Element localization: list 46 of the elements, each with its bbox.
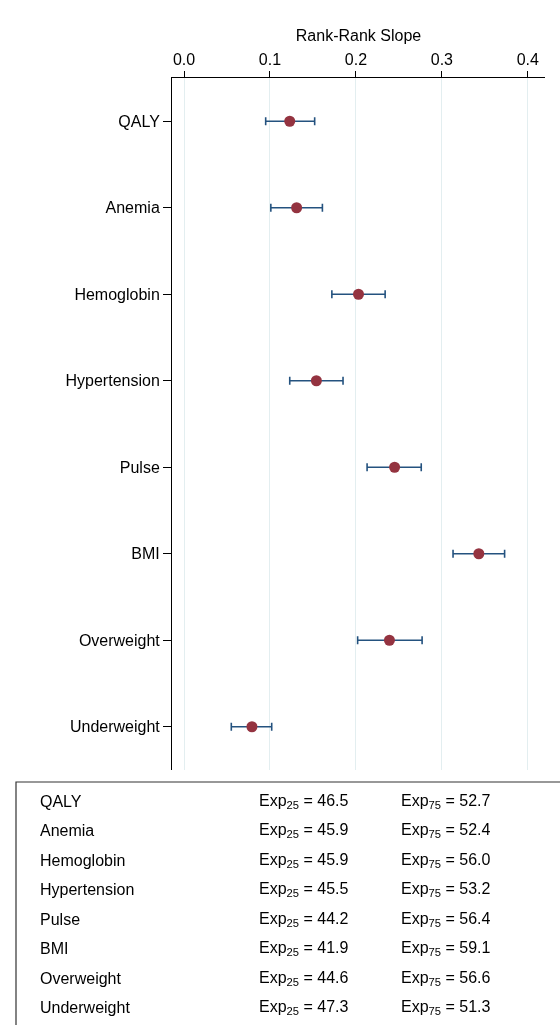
y-tick-label: Hemoglobin	[74, 285, 160, 303]
y-tick-label: Underweight	[69, 718, 161, 736]
y-tick-label: QALY	[118, 112, 161, 130]
point	[353, 288, 364, 300]
text: Exp$_{75}$ = 56.6	[401, 969, 491, 989]
y-tick-label: Anemia	[105, 199, 160, 217]
text: Exp$_{25}$ = 45.9	[259, 821, 349, 841]
point	[246, 721, 258, 733]
text: Exp$_{25}$ = 46.5	[259, 792, 349, 812]
text: Hemoglobin	[40, 852, 126, 869]
text: Exp$_{25}$ = 45.9	[259, 851, 349, 871]
text: Exp$_{75}$ = 56.4	[401, 910, 491, 930]
text: Exp$_{25}$ = 45.5	[259, 880, 349, 900]
text: Exp$_{75}$ = 52.4	[401, 821, 491, 841]
text: Pulse	[40, 911, 81, 928]
text: Exp$_{75}$ = 52.7	[401, 792, 491, 812]
x-tick-label: 0.3	[430, 50, 454, 68]
x-tick-label: 0.0	[172, 50, 196, 68]
text: BMI	[40, 940, 69, 957]
point	[284, 115, 296, 127]
text: Exp$_{75}$ = 59.1	[401, 939, 491, 959]
y-tick-label: Pulse	[119, 458, 160, 476]
x-tick-label: 0.4	[516, 50, 540, 68]
x-tick-label: 0.2	[344, 50, 368, 68]
text: Exp$_{75}$ = 56.0	[401, 851, 491, 871]
text: Exp$_{25}$ = 44.6	[259, 969, 349, 989]
text: Hypertension	[40, 881, 135, 898]
text: Exp$_{75}$ = 53.2	[401, 880, 491, 900]
text: Underweight	[40, 999, 131, 1016]
point	[291, 202, 303, 214]
point	[310, 375, 322, 387]
point	[383, 634, 395, 646]
x-tick-label: 0.1	[258, 50, 282, 68]
text: Exp$_{25}$ = 47.3	[259, 998, 349, 1018]
text: Exp$_{25}$ = 41.9	[259, 939, 349, 959]
y-tick-label: Overweight	[78, 631, 161, 649]
text: Exp$_{75}$ = 51.3	[401, 998, 491, 1018]
text: Anemia	[40, 822, 95, 839]
point	[389, 461, 401, 473]
text: Overweight	[40, 970, 122, 987]
y-tick-label: BMI	[131, 545, 160, 563]
text: QALY	[40, 793, 82, 810]
text: Exp$_{25}$ = 44.2	[259, 910, 349, 930]
point	[473, 548, 485, 560]
x-axis-title: Rank-Rank Slope	[295, 27, 422, 45]
y-tick-label: Hypertension	[65, 372, 160, 390]
